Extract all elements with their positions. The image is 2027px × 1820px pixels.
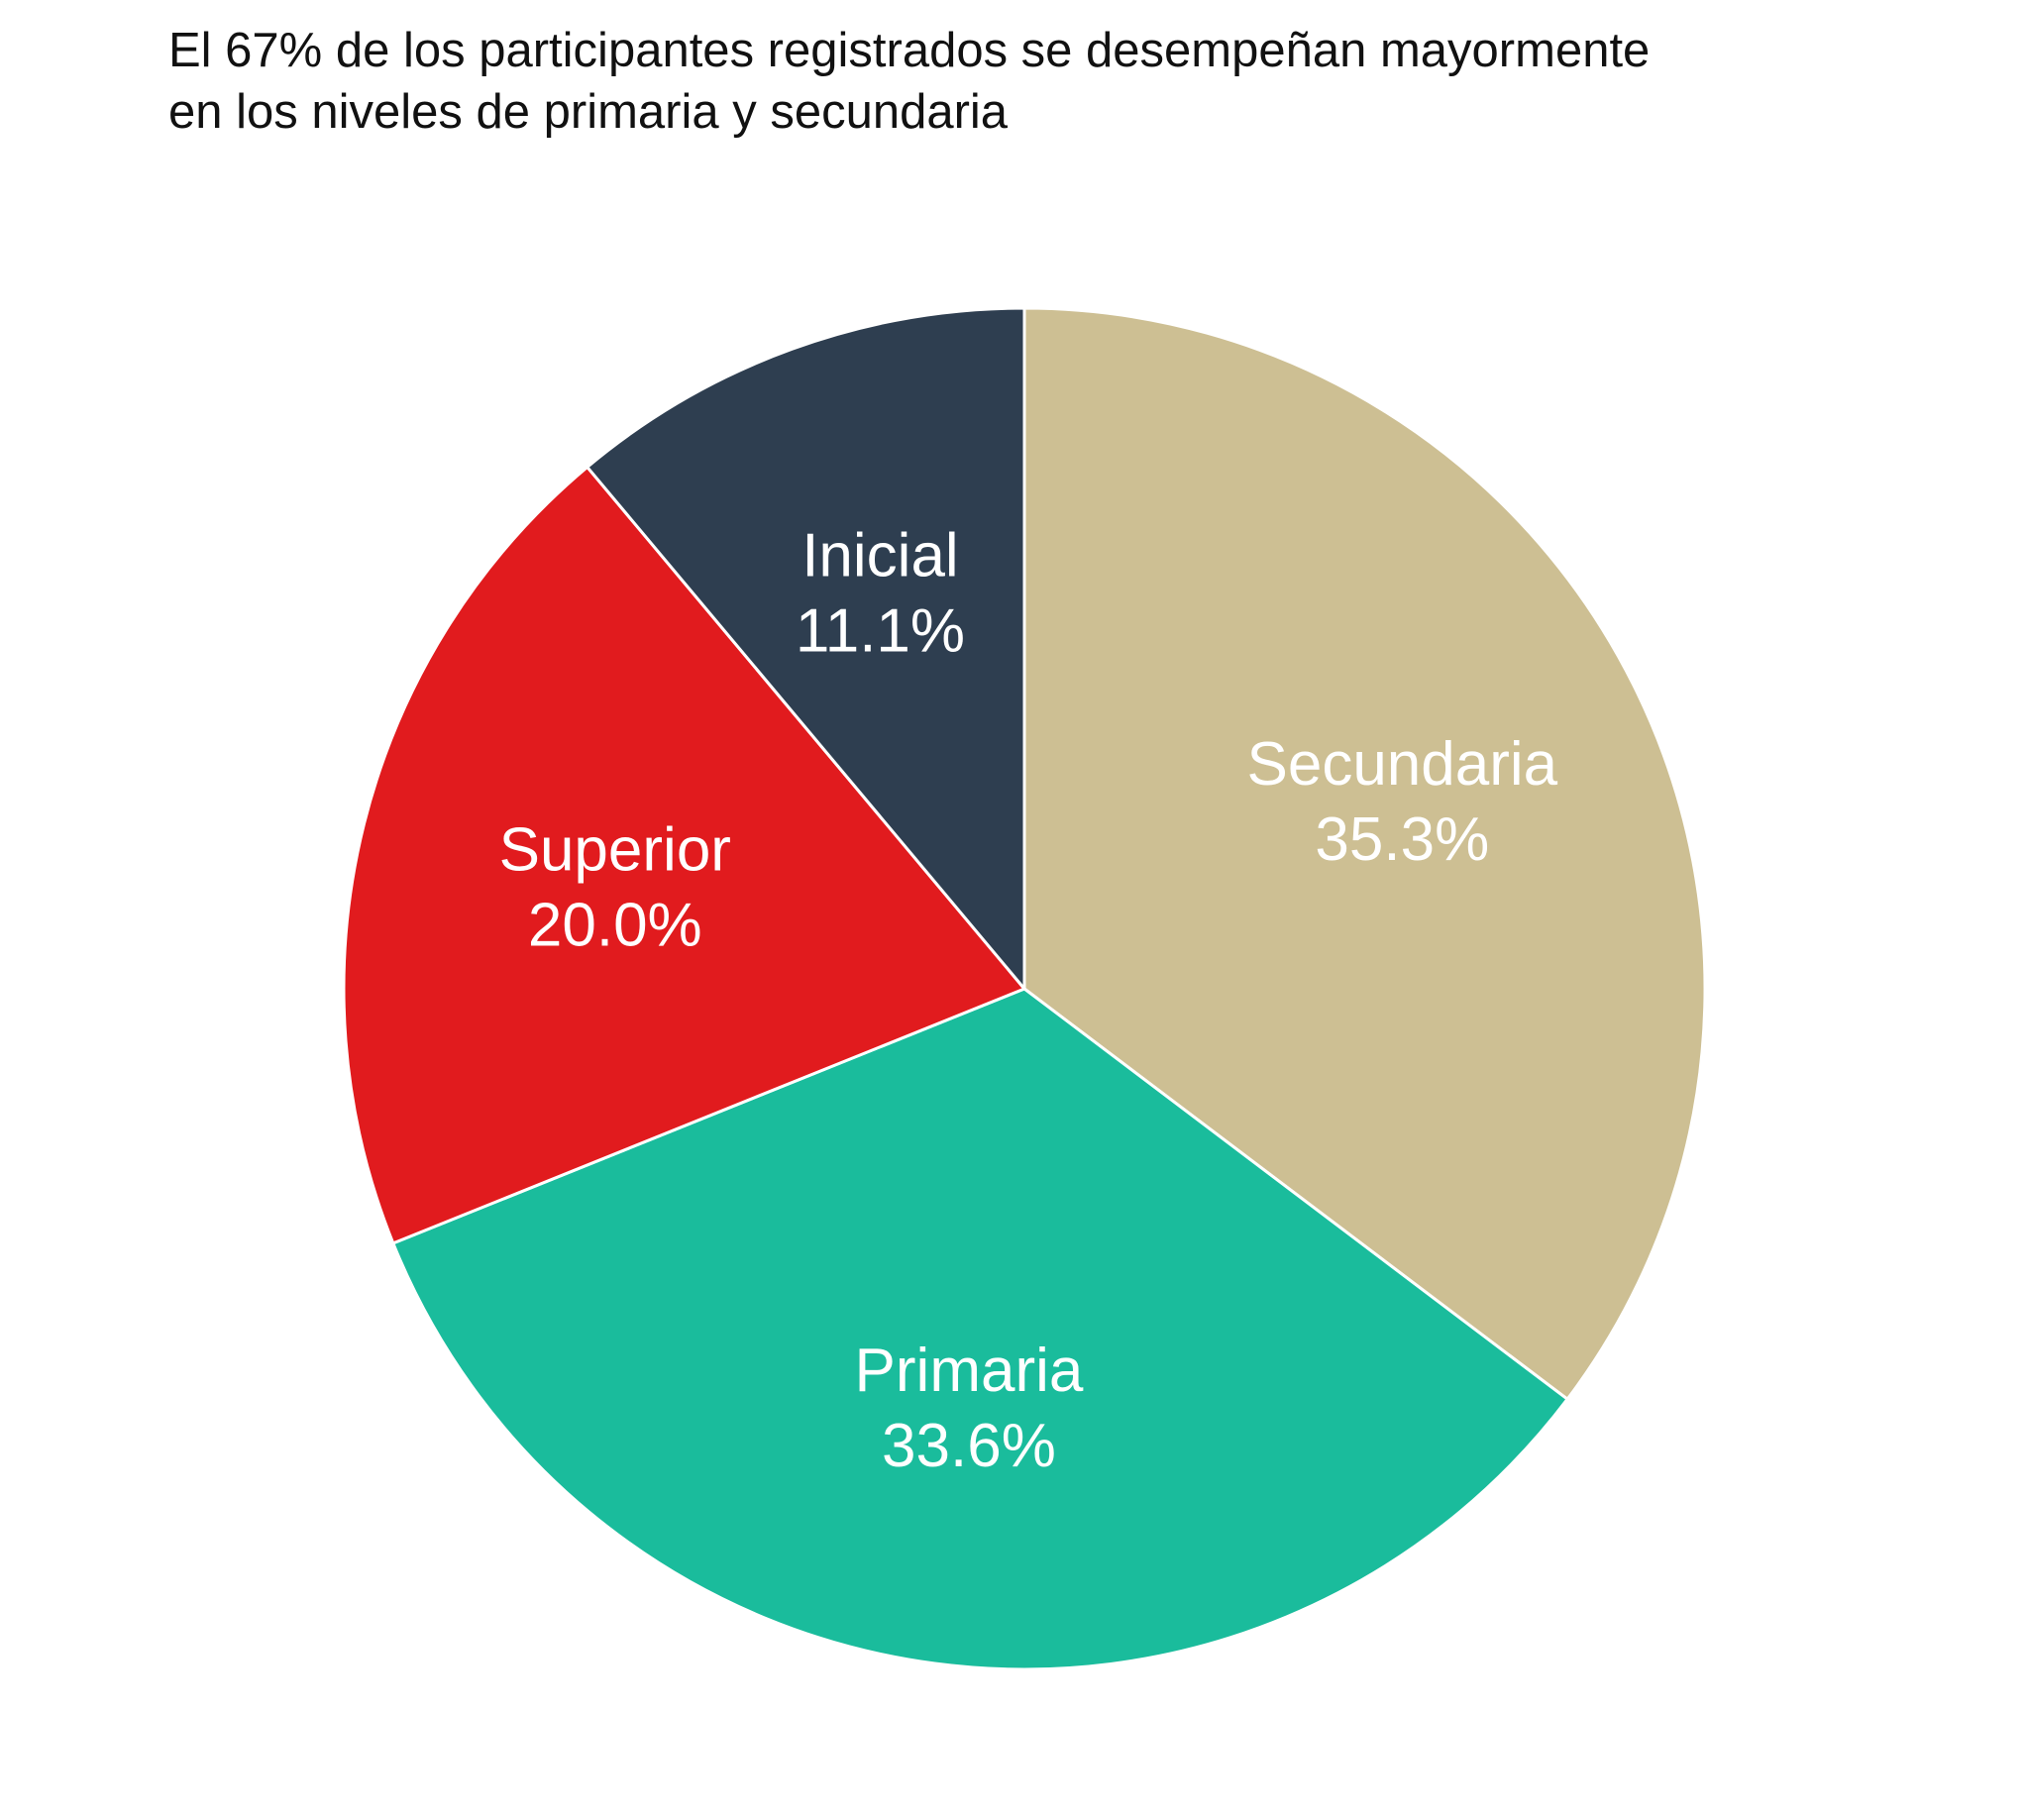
pie-slice-inicial bbox=[586, 306, 1026, 991]
slice-value-superior: 20.0% bbox=[528, 892, 702, 960]
chart-title-line-1: El 67% de los participantes registrados … bbox=[168, 24, 1651, 77]
chart-title: El 67% de los participantes registrados … bbox=[168, 20, 1952, 143]
pie-slice-secundaria bbox=[1022, 306, 1707, 1401]
slice-label-superior: Superior bbox=[499, 816, 731, 885]
slice-label-inicial: Inicial bbox=[801, 522, 959, 590]
slice-value-inicial: 11.1% bbox=[796, 597, 965, 666]
slice-value-secundaria: 35.3% bbox=[1315, 805, 1489, 874]
pie-slice-superior bbox=[342, 465, 1026, 1245]
slice-value-primaria: 33.6% bbox=[882, 1412, 1056, 1480]
chart-title-line-2: en los niveles de primaria y secundaria bbox=[168, 85, 1009, 139]
pie-slices bbox=[342, 306, 1707, 1671]
pie-slice-primaria bbox=[391, 987, 1569, 1671]
slice-label-secundaria: Secundaria bbox=[1246, 730, 1557, 799]
slice-label-primaria: Primaria bbox=[855, 1337, 1084, 1405]
